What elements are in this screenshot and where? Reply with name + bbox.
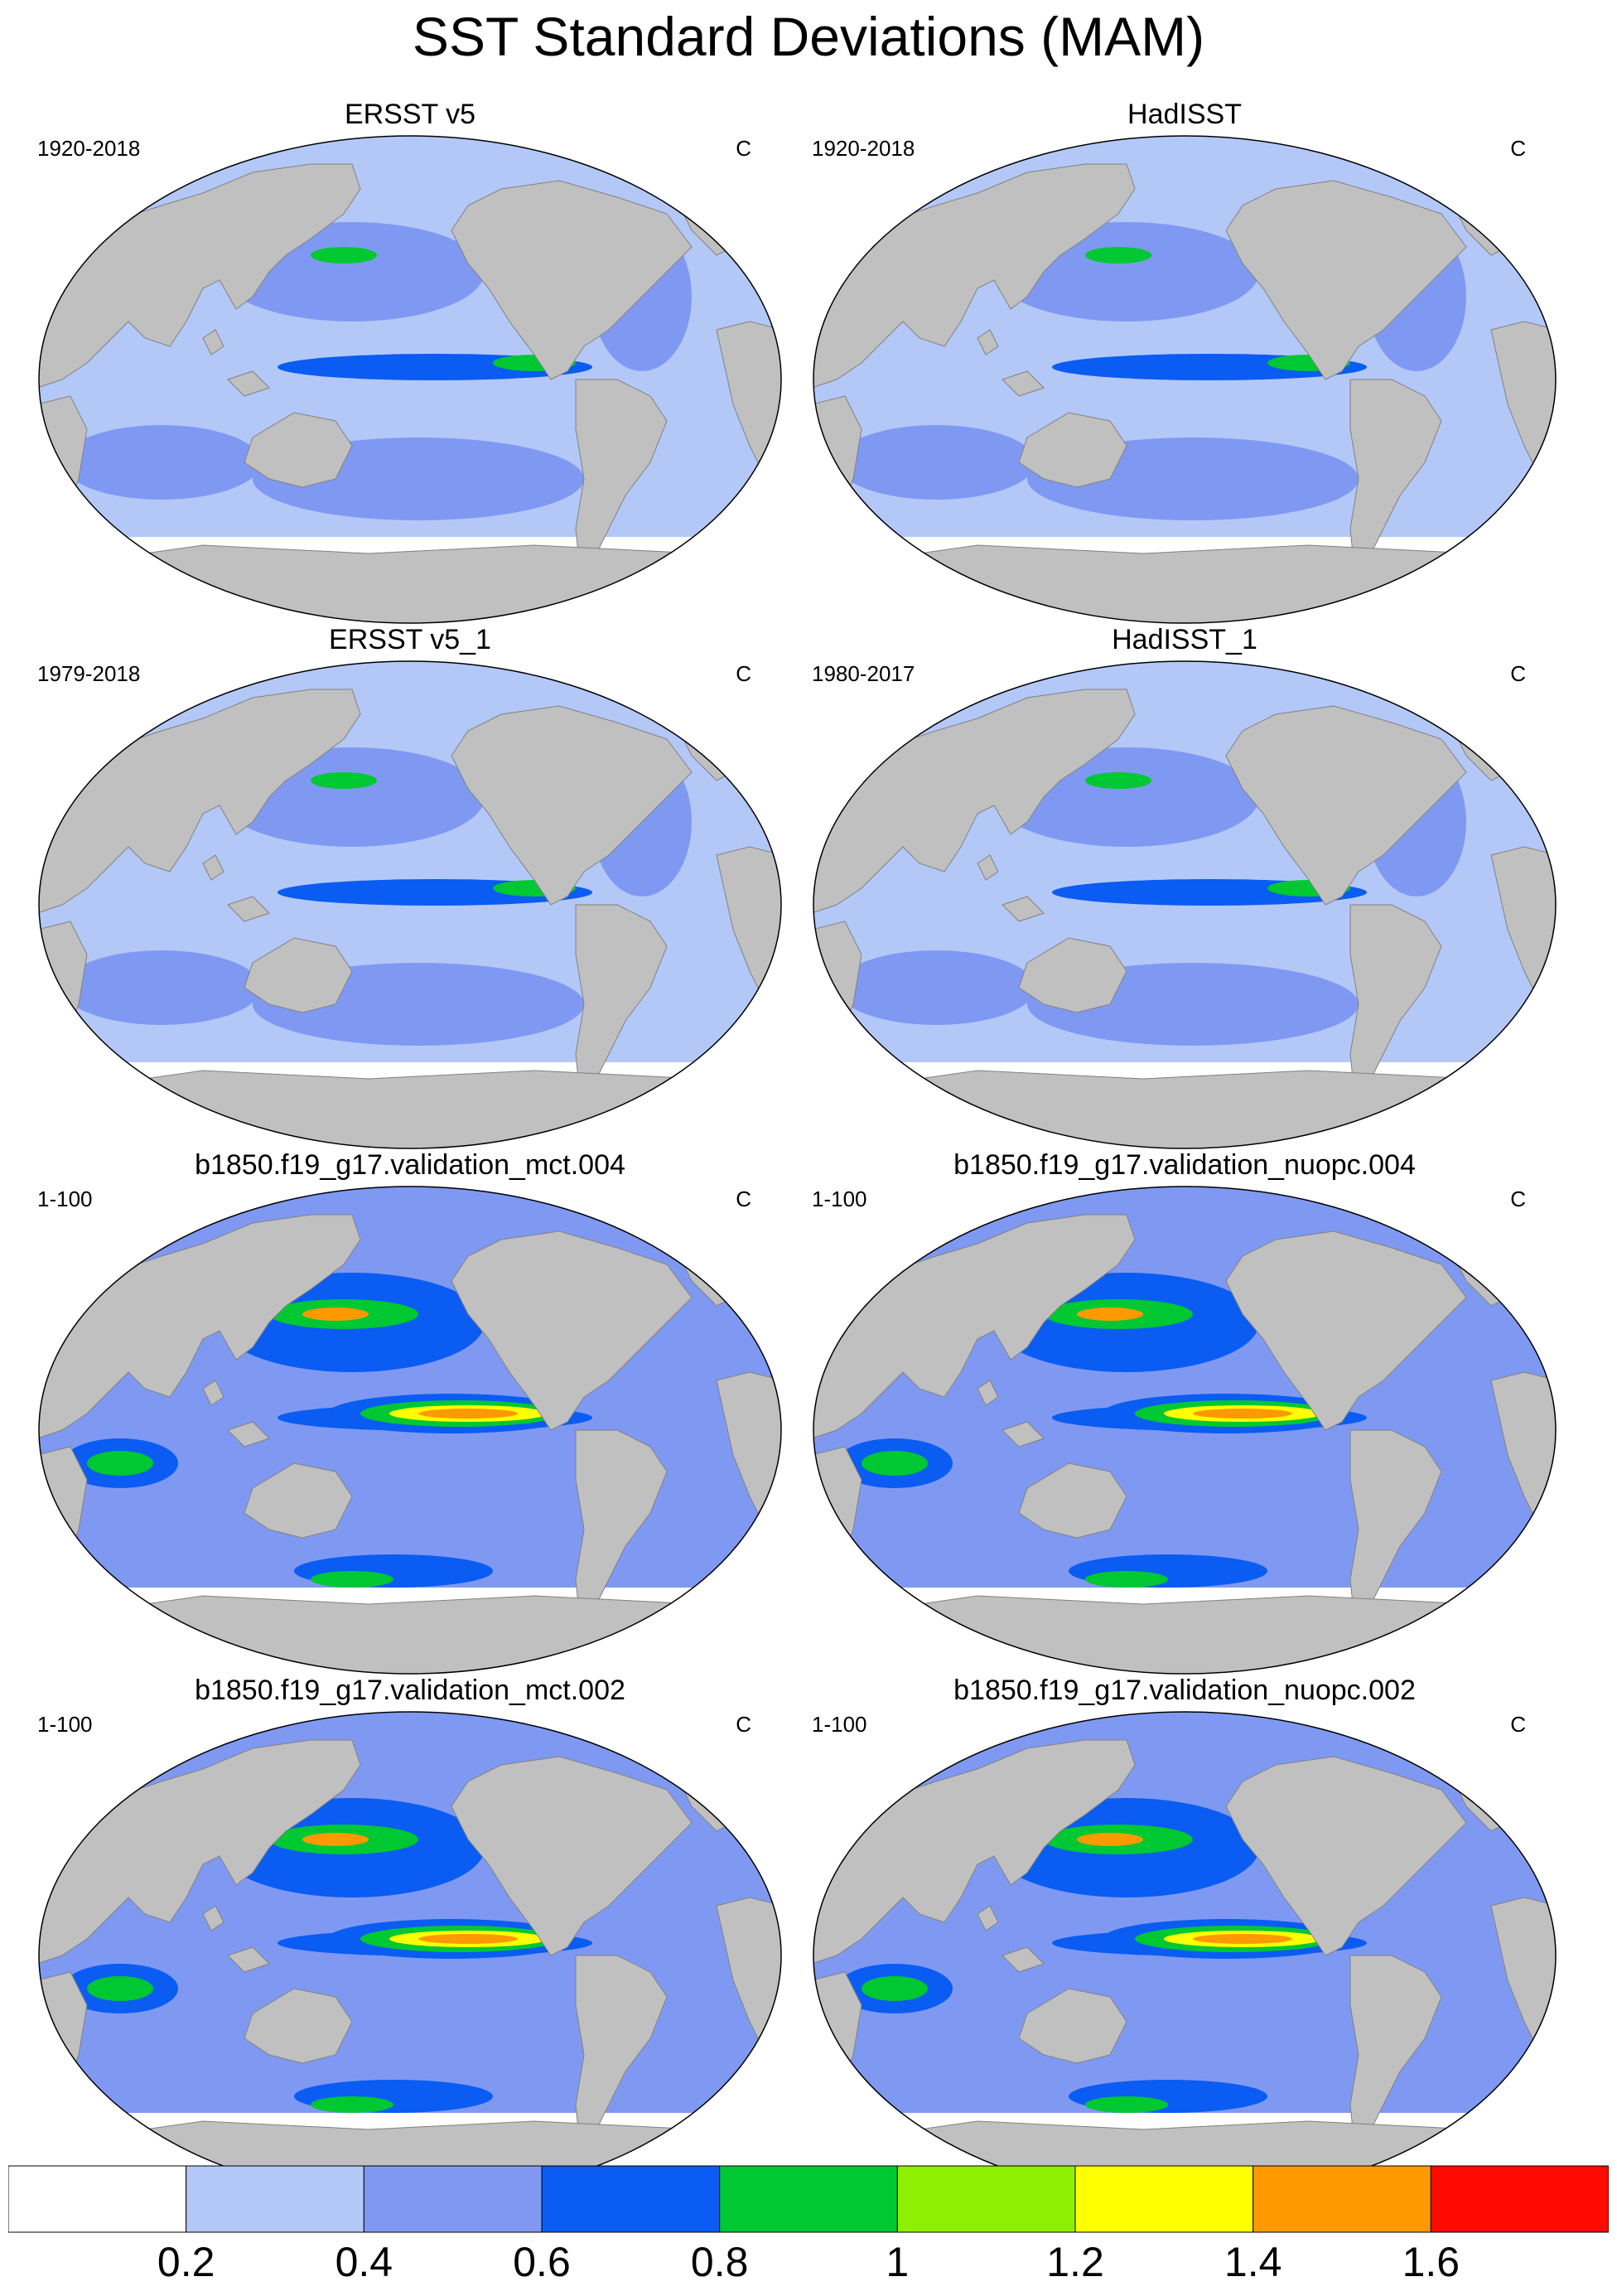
panel-period: 1980-2017 xyxy=(812,661,915,686)
colorbar-label: 1.2 xyxy=(1046,2239,1104,2285)
panel-units: C xyxy=(1510,661,1526,686)
world-map xyxy=(813,1186,1557,1675)
world-map xyxy=(813,135,1557,624)
map-panel: ERSST v5_1 1979-2018 C xyxy=(37,623,783,1153)
colorbar: 0.2 0.4 0.6 0.8 1 1.2 1.4 1.6 xyxy=(7,2164,1610,2289)
panel-title: HadISST_1 xyxy=(1112,624,1257,655)
map-panel: HadISST_1 1980-2017 C xyxy=(812,623,1557,1153)
figure-title: SST Standard Deviations (MAM) xyxy=(412,6,1205,67)
panel-period: 1920-2018 xyxy=(812,136,915,161)
panel-units: C xyxy=(1510,1187,1526,1211)
colorbar-box xyxy=(186,2165,364,2233)
panel-title: b1850.f19_g17.validation_mct.002 xyxy=(195,1675,625,1706)
panel-period: 1920-2018 xyxy=(37,136,141,161)
colorbar-box xyxy=(896,2165,1076,2233)
colorbar-label: 1.4 xyxy=(1224,2239,1282,2285)
panel-period: 1-100 xyxy=(37,1712,93,1737)
panel-units: C xyxy=(736,136,751,161)
world-map xyxy=(38,660,782,1149)
colorbar-box xyxy=(541,2165,721,2233)
panel-title: ERSST v5_1 xyxy=(329,624,491,655)
panel-title: ERSST v5 xyxy=(344,99,476,130)
panel-units: C xyxy=(1510,1712,1526,1737)
panel-period: 1-100 xyxy=(812,1712,867,1737)
colorbar-label: 1.6 xyxy=(1402,2239,1460,2285)
panel-title: b1850.f19_g17.validation_nuopc.004 xyxy=(953,1149,1416,1181)
colorbar-box xyxy=(719,2165,898,2233)
colorbar-box xyxy=(1253,2165,1431,2233)
map-panel: b1850.f19_g17.validation_nuopc.002 1-100 C xyxy=(812,1674,1557,2204)
map-panel: b1850.f19_g17.validation_nuopc.004 1-100 C xyxy=(812,1148,1557,1679)
map-panel: ERSST v5 1920-2018 C xyxy=(37,98,783,628)
map-panel: b1850.f19_g17.validation_mct.002 1-100 C xyxy=(37,1674,783,2204)
colorbar-box xyxy=(363,2165,543,2233)
world-map xyxy=(813,1711,1557,2200)
panel-units: C xyxy=(736,1187,751,1211)
colorbar-label: 0.6 xyxy=(513,2239,571,2285)
colorbar-label: 0.8 xyxy=(690,2239,749,2285)
panel-title: HadISST xyxy=(1127,99,1242,130)
panel-title: b1850.f19_g17.validation_nuopc.002 xyxy=(953,1675,1416,1706)
map-panel: HadISST 1920-2018 C xyxy=(812,98,1557,628)
panel-period: 1-100 xyxy=(37,1187,93,1211)
panel-units: C xyxy=(736,661,751,686)
colorbar-label: 1 xyxy=(886,2239,910,2285)
map-panel: b1850.f19_g17.validation_mct.004 1-100 C xyxy=(37,1148,783,1679)
panel-title: b1850.f19_g17.validation_mct.004 xyxy=(195,1149,625,1181)
world-map xyxy=(38,1186,782,1675)
world-map xyxy=(38,1711,782,2200)
panel-period: 1979-2018 xyxy=(37,661,141,686)
colorbar-box xyxy=(1074,2165,1254,2233)
colorbar-boxes xyxy=(7,2165,1610,2233)
colorbar-box xyxy=(7,2165,187,2233)
world-map xyxy=(813,660,1557,1149)
colorbar-label: 0.2 xyxy=(157,2239,215,2285)
world-map xyxy=(38,135,782,624)
colorbar-label: 0.4 xyxy=(335,2239,393,2285)
panel-period: 1-100 xyxy=(812,1187,867,1211)
colorbar-box xyxy=(1430,2165,1610,2233)
panel-units: C xyxy=(736,1712,751,1737)
panel-units: C xyxy=(1510,136,1526,161)
